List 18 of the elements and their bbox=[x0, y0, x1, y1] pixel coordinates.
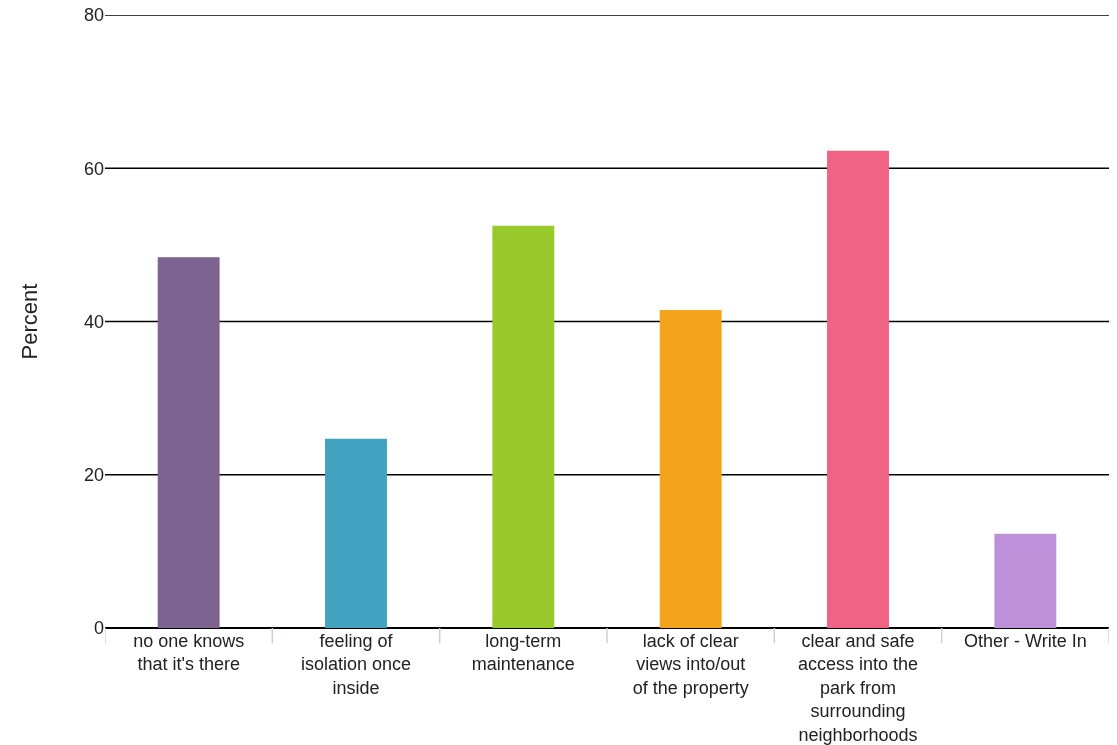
x-tick-label: lack of clear views into/out of the property bbox=[632, 631, 749, 698]
y-tick-label: 20 bbox=[83, 465, 104, 486]
bar bbox=[325, 438, 387, 628]
x-tick-label: no one knows that it's there bbox=[133, 631, 245, 675]
y-axis-title: Percent bbox=[16, 283, 42, 360]
y-tick-label: 0 bbox=[93, 618, 104, 639]
y-tick-label: 40 bbox=[83, 311, 104, 332]
bar bbox=[157, 257, 220, 628]
bar bbox=[994, 533, 1057, 628]
x-tick-label: clear and safe access into the park from surrounding neighborhoods bbox=[797, 631, 919, 745]
y-tick-label: 60 bbox=[83, 158, 104, 179]
bar bbox=[659, 310, 722, 628]
y-tick-label: 80 bbox=[83, 5, 104, 26]
bar bbox=[827, 150, 889, 628]
x-tick-label: long-term maintenance bbox=[471, 631, 575, 675]
x-tick-label: feeling of isolation once inside bbox=[300, 631, 412, 698]
x-tick-label: Other - Write In bbox=[963, 631, 1087, 651]
bar bbox=[492, 225, 555, 628]
